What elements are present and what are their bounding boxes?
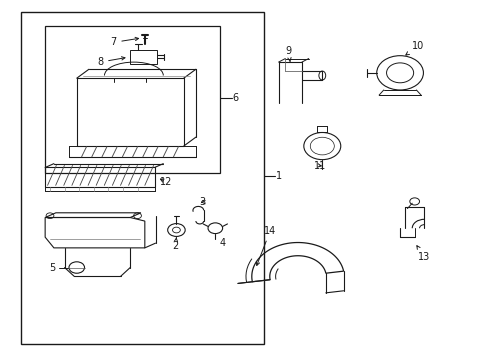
Text: 10: 10 xyxy=(405,41,423,55)
Text: 3: 3 xyxy=(199,197,205,207)
Text: 12: 12 xyxy=(159,177,172,187)
Text: 2: 2 xyxy=(172,238,178,251)
Text: 7: 7 xyxy=(110,37,138,48)
Text: 5: 5 xyxy=(49,262,56,273)
Text: 6: 6 xyxy=(232,93,239,103)
Bar xyxy=(45,26,220,173)
Text: 14: 14 xyxy=(256,226,276,265)
Text: 9: 9 xyxy=(285,46,291,62)
Text: 8: 8 xyxy=(97,57,125,67)
Text: 1: 1 xyxy=(276,171,282,181)
Bar xyxy=(130,50,157,64)
Text: 13: 13 xyxy=(416,246,429,262)
Text: 11: 11 xyxy=(313,161,325,171)
Text: 4: 4 xyxy=(219,238,225,248)
Bar xyxy=(21,12,264,344)
